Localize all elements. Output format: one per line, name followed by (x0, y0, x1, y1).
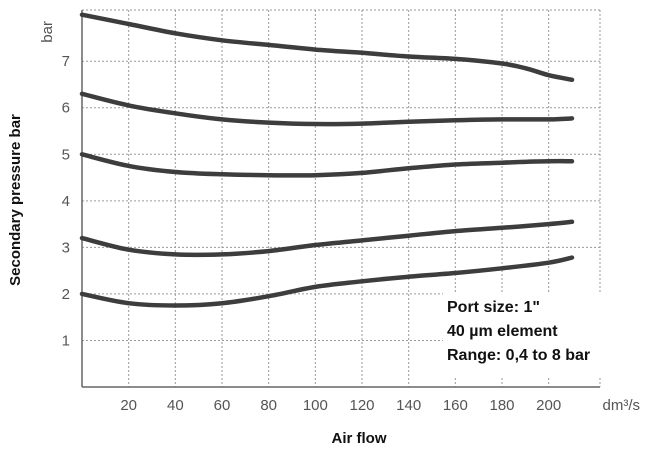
x-axis-title: Air flow (332, 430, 387, 447)
grid-layer (82, 9, 601, 387)
y-tick-label: 3 (62, 239, 70, 256)
pressure-curve-5 (79, 255, 575, 308)
x-tick-label: 120 (349, 397, 374, 414)
y-tick-label: 1 (62, 332, 70, 349)
axes-layer (81, 10, 600, 388)
y-axis-title: Secondary pressure bar (7, 114, 24, 286)
annotation-range: Range: 0,4 to 8 bar (447, 347, 590, 364)
pressure-curve-4 (79, 219, 575, 258)
x-tick-label: 40 (167, 397, 184, 414)
x-unit-label: dm³/s (603, 397, 641, 414)
y-tick-label: 5 (62, 146, 70, 163)
x-tick-label: 20 (120, 397, 137, 414)
series-layer (79, 12, 575, 308)
tick-labels: 20 40 60 80 100 120 140 160 180 200 1 2 3 4 5 6 7 (62, 53, 562, 414)
x-tick-label: 60 (214, 397, 231, 414)
x-tick-label: 80 (260, 397, 277, 414)
x-tick-label: 100 (303, 397, 328, 414)
pressure-curve-3 (79, 152, 575, 178)
y-tick-label: 7 (62, 53, 70, 70)
y-unit-label: bar (39, 21, 56, 43)
annotation-box (443, 293, 611, 377)
x-tick-label: 160 (443, 397, 468, 414)
y-tick-label: 2 (62, 286, 70, 303)
x-tick-label: 180 (489, 397, 514, 414)
annotation-port-size: Port size: 1" (447, 299, 540, 316)
y-tick-label: 6 (62, 100, 70, 117)
x-tick-label: 200 (536, 397, 561, 414)
pressure-curve-2 (79, 91, 575, 127)
y-tick-label: 4 (62, 193, 70, 210)
pressure-curve-1 (79, 12, 575, 83)
annotation-element: 40 µm element (447, 323, 558, 340)
x-tick-label: 140 (396, 397, 421, 414)
